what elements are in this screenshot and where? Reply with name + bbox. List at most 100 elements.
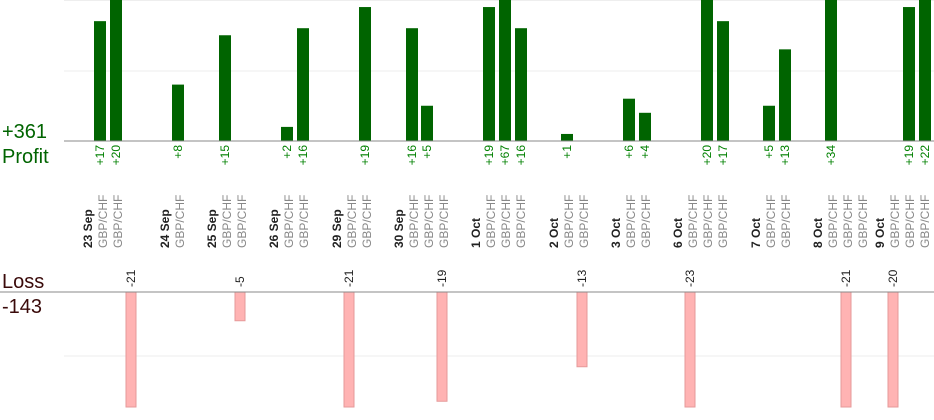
date-label: 23 Sep bbox=[81, 209, 95, 248]
profit-bar bbox=[779, 49, 791, 141]
loss-bar bbox=[576, 291, 588, 368]
profit-bar bbox=[561, 133, 573, 141]
date-label: 3 Oct bbox=[609, 218, 623, 248]
date-label: 9 Oct bbox=[873, 218, 887, 248]
pair-label: GBP/CHF bbox=[779, 195, 793, 248]
profit-value-label: +16 bbox=[296, 145, 310, 166]
pair-label: GBP/CHF bbox=[484, 195, 498, 248]
pair-label: GBP/CHF bbox=[888, 195, 902, 248]
loss-bar bbox=[234, 291, 246, 322]
profit-bar bbox=[110, 0, 122, 141]
date-label: 2 Oct bbox=[547, 218, 561, 248]
loss-bar bbox=[840, 291, 852, 408]
profit-bar bbox=[919, 0, 931, 141]
profit-bar bbox=[359, 7, 371, 141]
profit-bar bbox=[623, 98, 635, 141]
profit-bar bbox=[701, 0, 713, 141]
pair-label: GBP/CHF bbox=[96, 195, 110, 248]
profit-label: Profit bbox=[2, 146, 49, 168]
category-labels: 23 Sep GBP/CHF GBP/CHF 24 Sep GBP/CHF 25 Sep G… bbox=[81, 195, 932, 248]
profit-value-label: +20 bbox=[109, 145, 123, 166]
profit-value-label: +17 bbox=[716, 145, 730, 166]
profit-bar bbox=[499, 0, 511, 141]
profit-value-label: +13 bbox=[778, 145, 792, 166]
profit-bar bbox=[219, 35, 231, 141]
pair-label: GBP/CHF bbox=[111, 195, 125, 248]
profit-bar bbox=[515, 28, 527, 142]
loss-bar bbox=[343, 291, 355, 408]
pair-label: GBP/CHF bbox=[903, 195, 917, 248]
loss-bar bbox=[684, 291, 696, 408]
date-label: 30 Sep bbox=[392, 209, 406, 248]
loss-value-label: -13 bbox=[575, 269, 589, 287]
profit-bar bbox=[903, 7, 915, 141]
profit-value-label: +20 bbox=[700, 145, 714, 166]
profit-value-label: +19 bbox=[902, 145, 916, 166]
pair-label: GBP/CHF bbox=[577, 195, 591, 248]
loss-value-label: -19 bbox=[435, 269, 449, 287]
profit-value-label: +15 bbox=[218, 145, 232, 166]
profit-bar bbox=[406, 28, 418, 142]
pair-label: GBP/CHF bbox=[220, 195, 234, 248]
loss-total: -143 bbox=[2, 296, 42, 318]
loss-value-label: -21 bbox=[124, 269, 138, 287]
loss-value-label: -5 bbox=[233, 276, 247, 287]
loss-value-label: -20 bbox=[886, 269, 900, 287]
loss-bar bbox=[887, 291, 899, 408]
loss-label: Loss bbox=[2, 271, 44, 293]
date-label: 29 Sep bbox=[330, 209, 344, 248]
pair-label: GBP/CHF bbox=[918, 195, 932, 248]
pair-label: GBP/CHF bbox=[562, 195, 576, 248]
profit-bar bbox=[483, 7, 495, 141]
pair-label: GBP/CHF bbox=[437, 195, 451, 248]
pair-label: GBP/CHF bbox=[235, 195, 249, 248]
pair-label: GBP/CHF bbox=[282, 195, 296, 248]
pair-label: GBP/CHF bbox=[716, 195, 730, 248]
pair-label: GBP/CHF bbox=[826, 195, 840, 248]
pair-label: GBP/CHF bbox=[422, 195, 436, 248]
pair-label: GBP/CHF bbox=[764, 195, 778, 248]
profit-bars: +17 +20 +8 +15 +2 +16 +19 +16 +5 +19 +67 +16 +1 +6 +4 +… bbox=[93, 0, 932, 165]
loss-bars: -21 -5 -21 -19 -13 -23 -21 -20 bbox=[124, 269, 900, 408]
loss-bar bbox=[125, 291, 137, 408]
profit-value-label: +5 bbox=[420, 145, 434, 159]
pair-label: GBP/CHF bbox=[686, 195, 700, 248]
loss-value-label: -23 bbox=[683, 269, 697, 287]
profit-value-label: +16 bbox=[514, 145, 528, 166]
loss-value-label: -21 bbox=[839, 269, 853, 287]
profit-value-label: +4 bbox=[638, 145, 652, 159]
profit-bar bbox=[763, 105, 775, 141]
profit-value-label: +19 bbox=[358, 145, 372, 166]
loss-value-label: -21 bbox=[342, 269, 356, 287]
pair-label: GBP/CHF bbox=[345, 195, 359, 248]
profit-total: +361 bbox=[2, 121, 47, 143]
profit-bar bbox=[825, 0, 837, 141]
profit-bar bbox=[281, 126, 293, 141]
profit-value-label: +6 bbox=[622, 145, 636, 159]
profit-value-label: +1 bbox=[560, 145, 574, 159]
profit-value-label: +5 bbox=[762, 145, 776, 159]
pair-label: GBP/CHF bbox=[297, 195, 311, 248]
profit-bar bbox=[639, 112, 651, 141]
profit-value-label: +16 bbox=[405, 145, 419, 166]
date-label: 8 Oct bbox=[811, 218, 825, 248]
loss-bar bbox=[436, 291, 448, 402]
profit-value-label: +17 bbox=[93, 145, 107, 166]
profit-value-label: +67 bbox=[498, 145, 512, 166]
profit-value-label: +2 bbox=[280, 145, 294, 159]
pair-label: GBP/CHF bbox=[841, 195, 855, 248]
profit-value-label: +8 bbox=[171, 145, 185, 159]
date-label: 1 Oct bbox=[469, 218, 483, 248]
pair-label: GBP/CHF bbox=[701, 195, 715, 248]
date-label: 24 Sep bbox=[158, 209, 172, 248]
profit-value-label: +19 bbox=[482, 145, 496, 166]
profit-bar bbox=[172, 84, 184, 141]
pair-label: GBP/CHF bbox=[514, 195, 528, 248]
date-label: 25 Sep bbox=[205, 209, 219, 248]
date-label: 6 Oct bbox=[671, 218, 685, 248]
profit-value-label: +22 bbox=[918, 145, 932, 166]
profit-bar bbox=[297, 28, 309, 142]
date-label: 26 Sep bbox=[267, 209, 281, 248]
pair-label: GBP/CHF bbox=[407, 195, 421, 248]
